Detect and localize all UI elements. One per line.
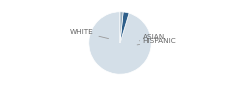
- Wedge shape: [120, 12, 123, 43]
- Text: ASIAN: ASIAN: [139, 34, 165, 41]
- Text: HISPANIC: HISPANIC: [137, 38, 176, 45]
- Text: WHITE: WHITE: [70, 29, 108, 39]
- Wedge shape: [120, 12, 129, 43]
- Wedge shape: [89, 12, 151, 74]
